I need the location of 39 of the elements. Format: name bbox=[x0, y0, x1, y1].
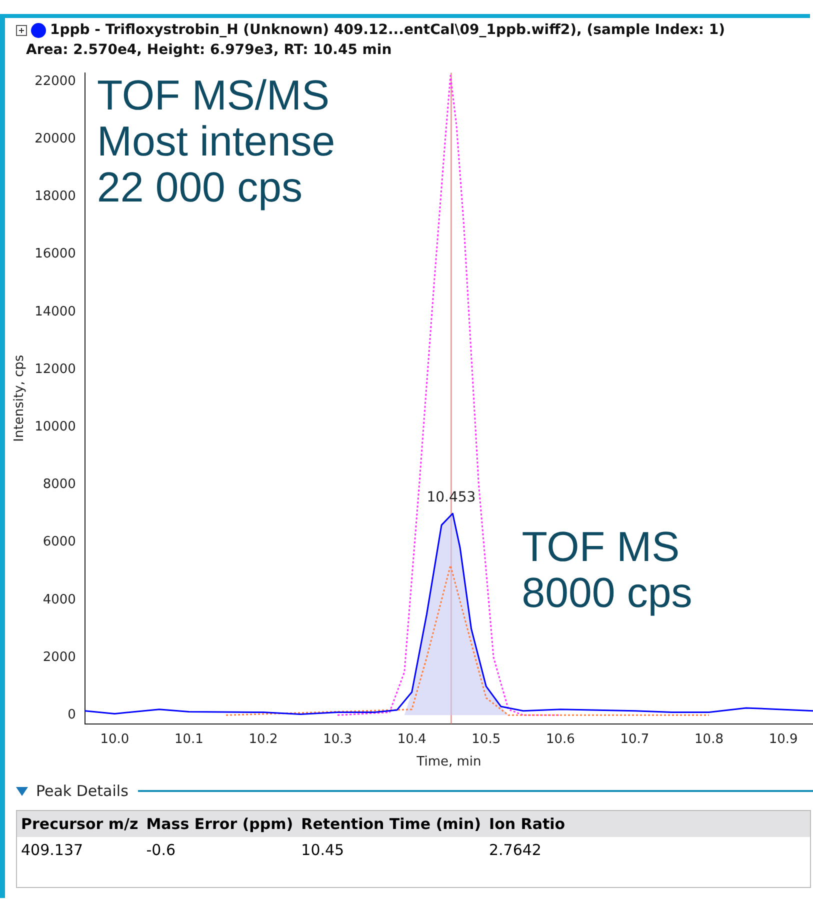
x-axis-title: Time, min bbox=[416, 754, 482, 770]
y-tick-label: 14000 bbox=[34, 304, 76, 320]
y-tick-label: 22000 bbox=[34, 74, 76, 89]
text: Peak Details bbox=[36, 782, 128, 800]
data-label: -0.6 bbox=[145, 840, 177, 861]
x-tick-label: 10.4 bbox=[397, 732, 426, 747]
x-tick-label: 10.9 bbox=[768, 732, 798, 747]
annotation: TOF MS/MS Most intense 22 000 cps bbox=[96, 71, 336, 210]
chart-title: 1ppb - Trifloxystrobin_H (Unknown) 409.12...entCal\09_1ppb.wiff2), (sample Index: 1) bbox=[50, 21, 726, 40]
category-label: Precursor m/z bbox=[16, 810, 142, 837]
x-tick-label: 10.3 bbox=[323, 732, 352, 747]
y-tick-label: 6000 bbox=[42, 534, 76, 550]
y-tick-label: 4000 bbox=[42, 592, 76, 608]
chart-subtitle: Area: 2.570e4, Height: 6.979e3, RT: 10.45 min bbox=[25, 41, 393, 60]
x-tick-label: 10.1 bbox=[174, 732, 204, 747]
category-label: Ion Ratio bbox=[484, 810, 570, 837]
data-label: 409.137 bbox=[20, 840, 84, 861]
y-tick-label: 2000 bbox=[42, 650, 76, 665]
x-tick-label: 10.6 bbox=[546, 732, 575, 747]
y-tick-label: 18000 bbox=[34, 189, 76, 204]
x-tick-label: 10.5 bbox=[472, 732, 501, 747]
y-tick-label: 16000 bbox=[34, 246, 76, 262]
x-tick-label: 10.7 bbox=[620, 732, 650, 747]
y-tick-label: 12000 bbox=[34, 362, 76, 377]
category-label: Mass Error (ppm) bbox=[142, 810, 298, 837]
y-tick-label: 10000 bbox=[34, 419, 76, 434]
x-tick-label: 10.0 bbox=[100, 732, 130, 747]
y-axis-title: Intensity, cps bbox=[12, 354, 28, 442]
y-tick-label: 8000 bbox=[42, 477, 76, 492]
data-label: 10.45 bbox=[300, 840, 346, 861]
y-tick-label: 0 bbox=[68, 708, 76, 723]
x-tick-label: 10.8 bbox=[694, 732, 724, 747]
x-tick-label: 10.2 bbox=[248, 732, 278, 747]
y-tick-label: 20000 bbox=[34, 131, 76, 146]
line-series bbox=[225, 564, 710, 716]
data-label: 2.7642 bbox=[488, 840, 542, 861]
annotation: 10.453 bbox=[426, 490, 476, 506]
category-label: Retention Time (min) bbox=[297, 810, 485, 837]
annotation: TOF MS 8000 cps bbox=[522, 523, 692, 616]
